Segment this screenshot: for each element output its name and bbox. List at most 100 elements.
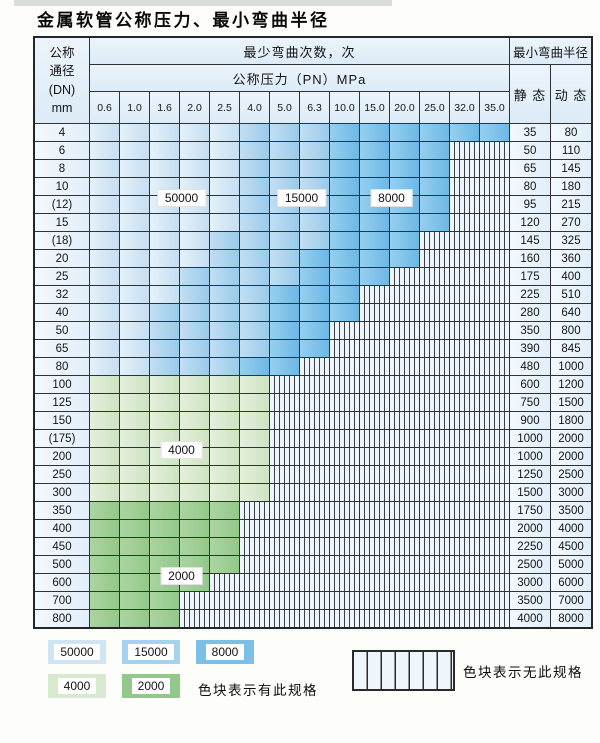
dynamic-radius-cell: 80 (551, 124, 591, 141)
no-spec-cell (480, 592, 509, 609)
no-spec-cell (480, 448, 509, 465)
no-spec-cell (300, 520, 329, 537)
no-spec-cell (270, 448, 299, 465)
spec-cell-50000 (150, 124, 179, 141)
spec-cell-8000 (270, 322, 299, 339)
no-spec-cell (450, 610, 479, 627)
no-spec-cell (300, 502, 329, 519)
no-spec-cell (420, 304, 449, 321)
spec-cell-50000 (90, 142, 119, 159)
spec-cell-4000 (120, 448, 149, 465)
static-radius-cell: 1000 (510, 430, 550, 447)
no-spec-cell (360, 502, 389, 519)
dynamic-radius-cell: 3000 (551, 484, 591, 501)
no-spec-cell (480, 610, 509, 627)
spec-cell-15000 (270, 160, 299, 177)
page-title: 金属软管公称压力、最小弯曲半径 (37, 11, 330, 31)
spec-cell-4000 (90, 430, 119, 447)
no-spec-cell (300, 430, 329, 447)
no-spec-cell (480, 178, 509, 195)
spec-cell-50000 (120, 232, 149, 249)
legend-swatch-15000: 15000 (122, 640, 180, 664)
no-spec-cell (360, 556, 389, 573)
dn-cell: 150 (35, 412, 89, 429)
legend-label: 8000 (205, 644, 245, 660)
legend-label: 4000 (57, 678, 97, 694)
no-spec-cell (480, 160, 509, 177)
no-spec-cell (330, 556, 359, 573)
no-spec-cell (480, 304, 509, 321)
no-spec-cell (360, 358, 389, 375)
static-radius-cell: 120 (510, 214, 550, 231)
spec-cell-15000 (180, 340, 209, 357)
no-spec-cell (300, 592, 329, 609)
spec-cell-50000 (120, 124, 149, 141)
no-spec-cell (360, 484, 389, 501)
spec-cell-2000 (90, 538, 119, 555)
no-spec-cell (420, 574, 449, 591)
spec-cell-8000 (360, 142, 389, 159)
spec-cell-50000 (120, 322, 149, 339)
spec-cell-4000 (240, 412, 269, 429)
no-spec-cell (360, 610, 389, 627)
no-spec-cell (420, 484, 449, 501)
no-spec-cell (480, 556, 509, 573)
dynamic-radius-cell: 400 (551, 268, 591, 285)
no-spec-cell (390, 376, 419, 393)
pressure-header-cell: 1.6 (150, 92, 179, 123)
dynamic-radius-cell: 640 (551, 304, 591, 321)
spec-cell-15000 (180, 286, 209, 303)
spec-cell-2000 (120, 610, 149, 627)
no-spec-cell (330, 394, 359, 411)
spec-cell-4000 (240, 376, 269, 393)
dynamic-radius-cell: 4000 (551, 520, 591, 537)
spec-cell-2000 (210, 520, 239, 537)
static-radius-cell: 65 (510, 160, 550, 177)
dynamic-radius-cell: 2000 (551, 430, 591, 447)
has-spec-note: 色块表示有此规格 (198, 683, 318, 698)
spec-cell-2000 (90, 610, 119, 627)
dn-header-line: (DN) (48, 82, 76, 97)
no-spec-cell (420, 232, 449, 249)
no-spec-cell (450, 394, 479, 411)
spec-cell-8000 (330, 250, 359, 267)
no-spec-cell (480, 484, 509, 501)
spec-cell-8000 (300, 250, 329, 267)
spec-cell-50000 (90, 178, 119, 195)
spec-cell-4000 (180, 412, 209, 429)
no-spec-cell (420, 556, 449, 573)
no-spec-cell (390, 538, 419, 555)
dynamic-radius-cell: 1000 (551, 358, 591, 375)
pressure-header-cell: 2.0 (180, 92, 209, 123)
bend-cycles-header: 最少弯曲次数，次 (90, 38, 509, 64)
dn-cell: (18) (35, 232, 89, 249)
spec-cell-15000 (210, 232, 239, 249)
spec-cell-15000 (240, 340, 269, 357)
dn-header-line: 公称 (49, 46, 75, 61)
no-spec-cell (480, 340, 509, 357)
table-grid: 公称 通径 (DN) mm 最少弯曲次数，次 最小弯曲半径 公称压力（PN）MP… (33, 36, 593, 629)
dynamic-radius-cell: 110 (551, 142, 591, 159)
no-spec-cell (330, 610, 359, 627)
spec-cell-50000 (150, 250, 179, 267)
spec-cell-15000 (300, 142, 329, 159)
no-spec-cell (270, 556, 299, 573)
no-spec-cell (390, 592, 419, 609)
no-spec-cell (300, 376, 329, 393)
static-radius-cell: 2500 (510, 556, 550, 573)
no-spec-cell (420, 394, 449, 411)
no-spec-cell (480, 358, 509, 375)
pressure-header-cell: 32.0 (450, 92, 479, 123)
no-spec-cell (240, 520, 269, 537)
spec-cell-50000 (150, 232, 179, 249)
pressure-header-cell: 35.0 (480, 92, 509, 123)
spec-cell-15000 (300, 214, 329, 231)
spec-cell-8000 (270, 358, 299, 375)
no-spec-cell (300, 484, 329, 501)
no-spec-cell (390, 394, 419, 411)
spec-cell-8000 (420, 142, 449, 159)
spec-cell-8000 (420, 196, 449, 213)
no-spec-cell (300, 466, 329, 483)
no-spec-cell (420, 592, 449, 609)
no-spec-cell (330, 466, 359, 483)
